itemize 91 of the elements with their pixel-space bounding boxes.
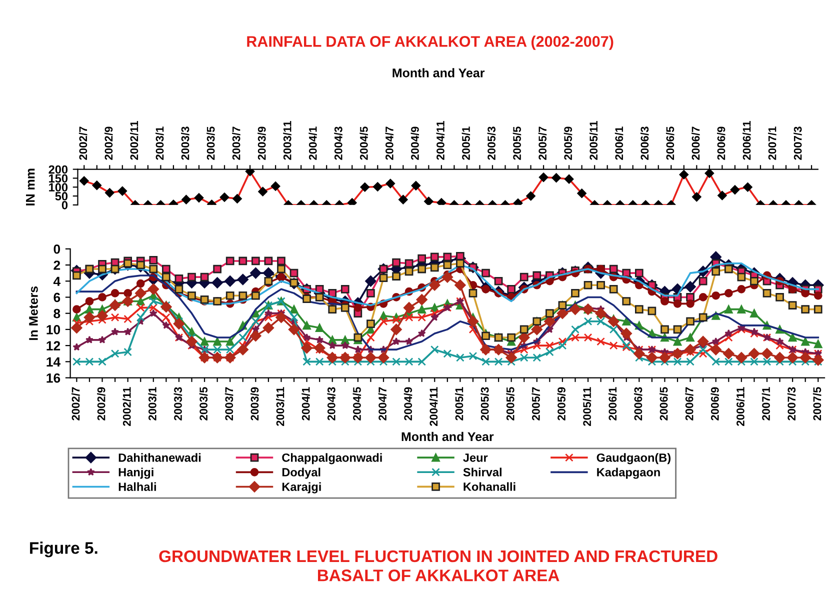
x-tick-label: 2005/9 — [557, 387, 566, 420]
x-tick-label: 2005/7 — [532, 387, 540, 420]
x-tick-label: 2003/3 — [174, 387, 182, 420]
x-tick-label: 2003/9 — [250, 387, 259, 420]
x-tick-label: 2006/1 — [614, 126, 624, 160]
x-tick-label: 2002/11 — [130, 121, 138, 160]
x-tick-label: 2006/1 — [608, 387, 617, 420]
x-tick-label: 2002/7 — [78, 126, 88, 160]
legend-label: Dodyal — [282, 468, 320, 479]
x-tick-label: 2006/9 — [717, 126, 726, 160]
x-tick-label: 2003/7 — [224, 387, 234, 420]
y-tick-label: 150 — [49, 174, 68, 183]
y-tick-label: 100 — [49, 183, 68, 192]
legend-label: Gaudgaon(B) — [596, 453, 671, 464]
x-tick-label: 2005/5 — [506, 387, 514, 420]
y-tick-label: 16 — [46, 373, 60, 383]
y-tick-label: 200 — [48, 165, 68, 174]
x-tick-label: 2005/1 — [462, 126, 470, 160]
x-tick-label: 2006/11 — [736, 387, 745, 426]
x-tick-label: 2003/3 — [181, 126, 190, 160]
x-tick-label: 2004/11 — [429, 387, 438, 426]
y-tick-label: 50 — [55, 192, 68, 200]
text: GROUNDWATER LEVEL FLUCTUATION IN JOINTED AND FRACTURED BASALT OF AKKALKOT AREA — [159, 550, 718, 582]
x-tick-label: 2004/9 — [410, 126, 420, 160]
x-tick-label: 2006/3 — [634, 387, 642, 420]
legend-label: Kohanalli — [464, 482, 516, 491]
x-tick-label: 2002/11 — [122, 387, 131, 426]
x-tick-label: 2006/11 — [742, 121, 751, 160]
x-axis-title: Month and Year — [392, 68, 485, 78]
x-tick-label: 2004/7 — [385, 126, 394, 160]
x-tick-label: 2006/7 — [691, 126, 700, 160]
x-tick-label: 2002/7 — [72, 387, 80, 420]
x-tick-label: 2004/5 — [360, 126, 368, 160]
legend-label: Halhali — [118, 482, 156, 491]
legend-label: Chappalgaonwadi — [282, 453, 382, 464]
x-tick-label: 2005/11 — [582, 387, 592, 426]
x-tick-label: 2003/5 — [199, 387, 208, 420]
x-tick-label: 2003/7 — [232, 126, 240, 160]
chart-title: RAINFALL DATA OF AKKALKOT AREA (2002-2007) — [247, 36, 614, 50]
x-tick-label: 2004/9 — [404, 387, 412, 420]
y-tick-label: 8 — [54, 308, 60, 318]
x-tick-label: 2005/1 — [455, 387, 464, 420]
legend-label: Karajgi — [282, 482, 321, 494]
x-tick-label: 2004/1 — [308, 126, 317, 160]
y-axis-title: In Meters — [29, 286, 38, 340]
caption: Figure 5. — [30, 542, 98, 558]
legend-label: Hanjgi — [118, 468, 154, 479]
x-tick-label: 2003/11 — [283, 121, 292, 160]
x-tick-label: 2002/9 — [97, 387, 106, 420]
x-tick-label: 2006/5 — [666, 126, 674, 160]
x-tick-label: 2005/3 — [480, 387, 489, 420]
legend-label: Shirval — [463, 468, 502, 476]
y-tick-label: 10 — [46, 325, 60, 334]
x-tick-label: 2005/9 — [564, 126, 572, 160]
x-tick-label: 2005/11 — [589, 121, 598, 160]
x-tick-label: 2003/5 — [206, 126, 215, 160]
y-axis-title: IN mm — [26, 168, 35, 206]
x-tick-label: 2007/1 — [768, 126, 776, 160]
x-tick-label: 2004/11 — [436, 121, 445, 160]
x-tick-label: 2004/5 — [352, 387, 362, 420]
x-tick-label: 2004/1 — [302, 387, 310, 420]
x-tick-label: 2004/7 — [378, 387, 387, 420]
x-tick-label: 2006/9 — [710, 387, 719, 420]
x-tick-label: 2003/11 — [276, 387, 284, 426]
x-tick-label: 2005/3 — [487, 126, 496, 160]
x-tick-label: 2005/7 — [538, 126, 547, 160]
x-tick-label: 2007/5 — [812, 387, 822, 420]
legend-label: Jeur — [463, 454, 488, 462]
x-axis-title: Month and Year — [402, 432, 494, 442]
x-tick-label: 2004/3 — [334, 126, 342, 160]
y-tick-label: 0 — [54, 244, 60, 254]
x-tick-label: 2003/1 — [148, 387, 156, 420]
y-tick-label: 4 — [53, 276, 61, 286]
x-tick-label: 2006/3 — [640, 126, 649, 160]
y-tick-label: 12 — [46, 341, 60, 350]
y-tick-label: 0 — [62, 200, 68, 210]
y-tick-label: 2 — [54, 260, 60, 270]
x-tick-label: 2007/1 — [762, 387, 770, 420]
x-tick-label: 2005/5 — [512, 126, 522, 160]
y-tick-label: 14 — [46, 357, 61, 366]
x-tick-label: 2007/3 — [787, 387, 796, 420]
legend-label: Kadapgaon — [597, 468, 660, 479]
legend-label: Dahithanewadi — [118, 453, 201, 462]
x-tick-label: 2003/1 — [156, 126, 164, 160]
x-tick-label: 2006/7 — [685, 387, 694, 420]
x-tick-label: 2003/9 — [258, 126, 266, 160]
x-tick-label: 2006/5 — [660, 387, 668, 420]
y-tick-label: 6 — [54, 292, 60, 302]
x-tick-label: 2004/3 — [327, 387, 336, 420]
x-tick-label: 2007/3 — [794, 126, 802, 160]
x-tick-label: 2002/9 — [104, 126, 113, 160]
